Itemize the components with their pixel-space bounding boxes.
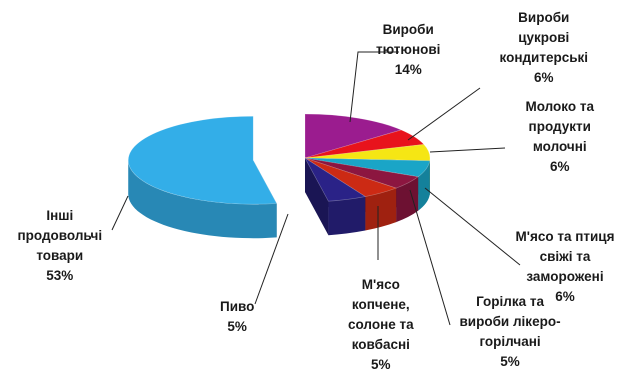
value-label: 5% (348, 355, 414, 375)
leader-line-4 (410, 190, 450, 325)
category-label-line: тютюнові (376, 40, 440, 60)
slice-side (328, 197, 365, 236)
category-label-line: товари (18, 246, 103, 266)
value-label: 53% (18, 266, 103, 286)
category-label-line: продукти (526, 117, 595, 137)
category-label-line: заморожені (516, 267, 615, 287)
pie-slices (128, 114, 430, 238)
category-label-line: Інші (18, 206, 103, 226)
value-label: 5% (460, 352, 561, 372)
category-label-line: копчене, (348, 295, 414, 315)
category-label-line: М'ясо (348, 275, 414, 295)
value-label: 6% (500, 68, 589, 88)
category-label-line: Вироби (376, 20, 440, 40)
category-label-line: Горілка та (460, 292, 561, 312)
leader-line-1 (408, 88, 480, 140)
value-label: 5% (220, 317, 254, 337)
category-label-line: продовольчі (18, 226, 103, 246)
category-label-line: Молоко та (526, 97, 595, 117)
leader-line-2 (430, 148, 505, 152)
pie-slice-7 (128, 116, 276, 238)
category-label-line: кондитерські (500, 48, 589, 68)
category-label-line: М'ясо та птиця (516, 227, 615, 247)
value-label: 6% (526, 157, 595, 177)
category-label-line: Пиво (220, 297, 254, 317)
leader-line-7 (112, 196, 128, 230)
category-label-line: Вироби (500, 8, 589, 28)
category-label-line: цукрові (500, 28, 589, 48)
category-label-line: свіжі та (516, 247, 615, 267)
leader-line-3 (425, 188, 520, 265)
category-label-line: ковбасні (348, 335, 414, 355)
category-label-line: вироби лікеро- (460, 312, 561, 332)
value-label: 14% (376, 60, 440, 80)
category-label-line: солоне та (348, 315, 414, 335)
category-label-line: молочні (526, 137, 595, 157)
category-label-line: горілчані (460, 332, 561, 352)
